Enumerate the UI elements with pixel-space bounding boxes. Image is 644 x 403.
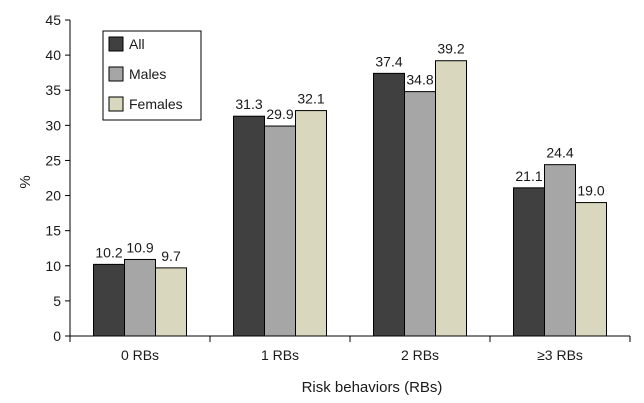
data-label: 24.4 [546,145,573,161]
data-label: 29.9 [266,106,293,122]
data-label: 31.3 [235,96,262,112]
bar-males-4 [544,164,576,337]
legend-label-males: Males [129,66,166,82]
data-label: 32.1 [297,91,324,107]
x-tick-label: 1 RBs [261,347,299,363]
data-label: 34.8 [406,72,433,88]
legend-label-females: Females [129,96,183,112]
bar-all-3 [373,72,405,337]
data-labels: 10.2 10.9 9.7 31.329.932.1 37.434.839.2 21.12… [95,41,604,264]
data-label: 19.0 [577,183,604,199]
bar-all-4 [513,187,545,337]
axes: 0 5 10 15 20 25 30 35 40 45 0 RBs 1 RBs 2 RBs ≥3 RBs [45,12,631,363]
data-label: 21.1 [515,168,542,184]
legend-label-all: All [129,36,145,52]
legend-swatch-all [108,36,124,52]
y-axis-title: % [17,175,34,188]
legend: All Males Females [102,30,202,121]
data-label: 37.4 [375,53,402,69]
y-tick-label: 10 [45,258,61,274]
data-label: 10.9 [126,239,153,255]
y-tick-label: 25 [45,152,61,168]
data-label: 39.2 [437,41,464,57]
legend-swatch-females [108,96,124,112]
bar-all-1 [93,263,125,337]
x-tick-label: 0 RBs [121,347,159,363]
x-tick-label: 2 RBs [401,347,439,363]
legend-swatch-males [108,66,124,82]
y-tick-label: 45 [45,12,61,28]
y-tick-label: 35 [45,82,61,98]
bar-males-1 [124,258,156,337]
y-tick-label: 30 [45,117,61,133]
x-tick-label: ≥3 RBs [537,347,583,363]
data-label: 10.2 [95,244,122,260]
bars [93,60,607,337]
y-tick-label: 15 [45,223,61,239]
bar-males-3 [404,91,436,337]
bar-all-2 [233,115,265,337]
y-tick-label: 0 [53,328,61,344]
bar-females-4 [575,202,607,337]
data-label: 9.7 [161,248,181,264]
y-tick-label: 40 [45,47,61,63]
bar-females-1 [155,267,187,337]
y-tick-label: 20 [45,188,61,204]
bar-females-3 [435,60,467,337]
y-tick-label: 5 [53,293,61,309]
bar-females-2 [295,110,327,337]
x-axis-title: Risk behaviors (RBs) [302,379,443,396]
bar-males-2 [264,125,296,337]
